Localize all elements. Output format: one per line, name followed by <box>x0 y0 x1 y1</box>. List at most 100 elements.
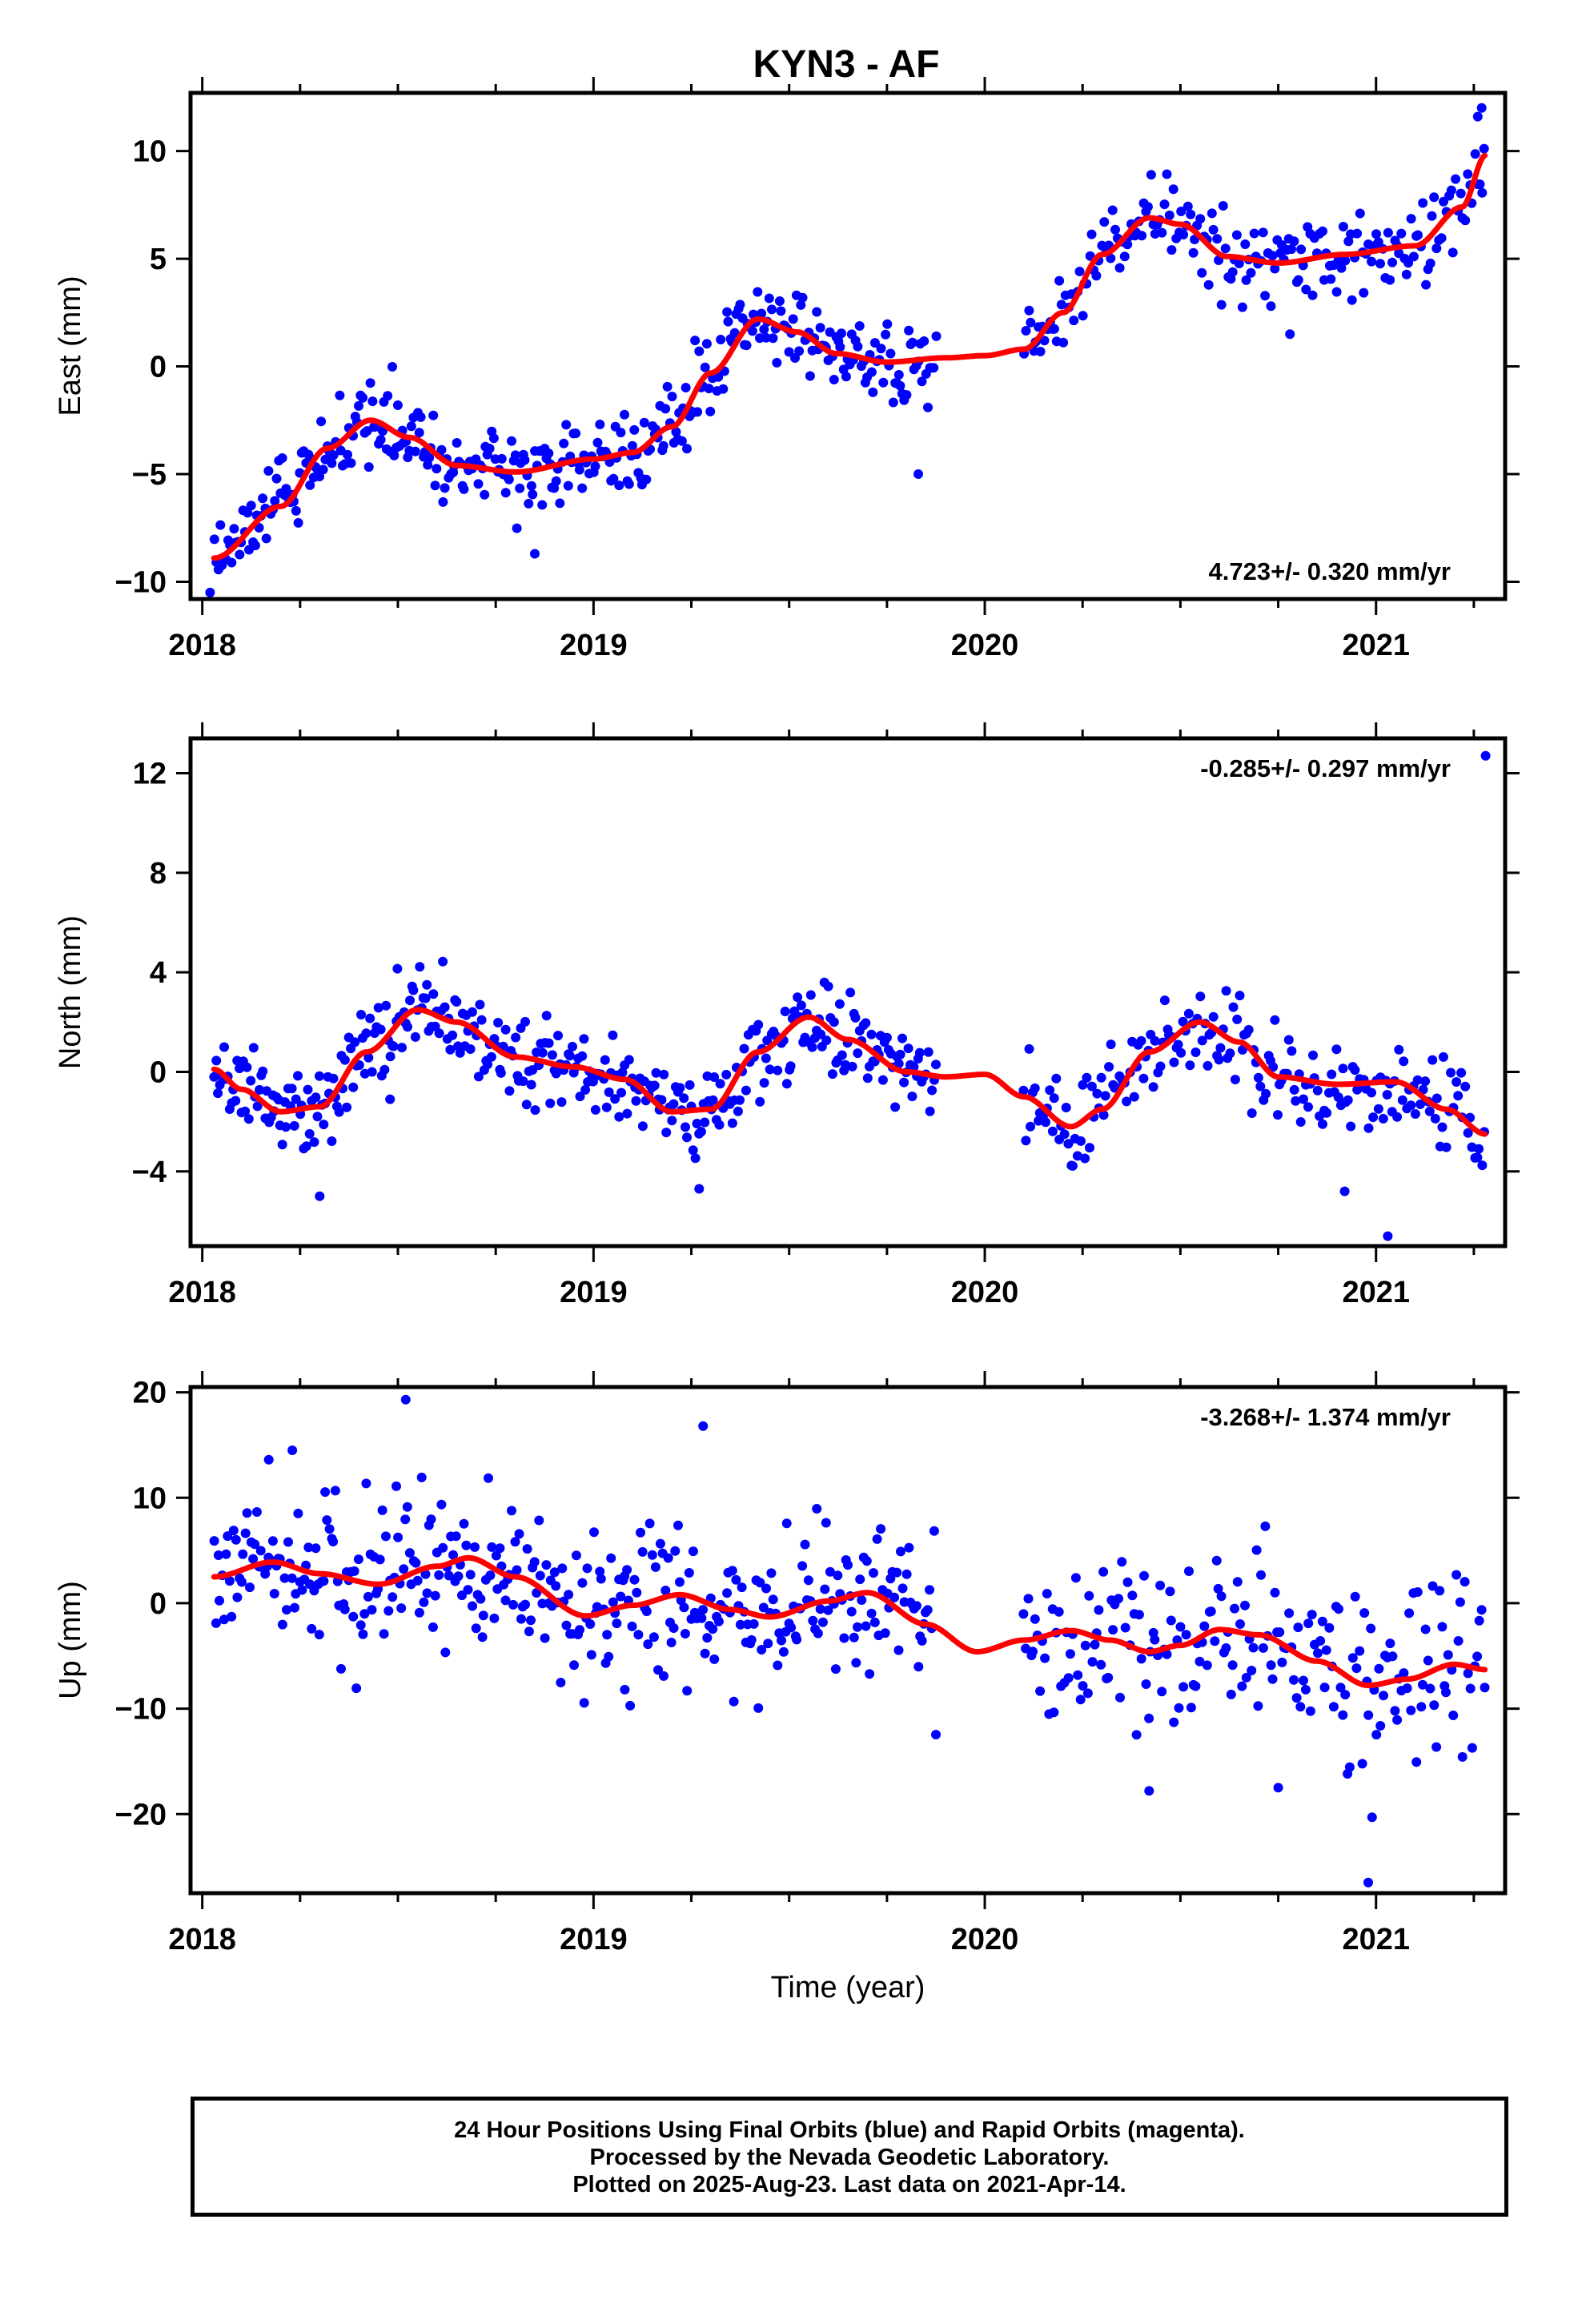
data-point <box>1441 1687 1451 1698</box>
data-point <box>696 1127 706 1137</box>
data-point <box>904 1542 914 1553</box>
data-point <box>1107 205 1118 215</box>
data-point <box>1287 1046 1297 1056</box>
data-point <box>643 1639 653 1650</box>
data-point <box>877 1075 888 1085</box>
data-point <box>633 1630 644 1640</box>
data-point <box>444 1570 454 1581</box>
data-point <box>1188 247 1199 258</box>
data-point <box>700 1648 710 1659</box>
data-point <box>537 500 548 510</box>
data-point <box>231 1096 241 1106</box>
data-point <box>1195 1656 1205 1667</box>
data-point <box>375 1024 386 1035</box>
data-point <box>1313 1648 1323 1659</box>
data-point <box>556 1097 567 1108</box>
data-point <box>616 428 626 438</box>
data-point <box>367 396 378 407</box>
data-point <box>1387 1651 1398 1662</box>
data-point <box>845 987 856 998</box>
data-point <box>759 324 769 335</box>
data-point <box>917 1635 927 1646</box>
data-point <box>1202 1660 1212 1671</box>
data-point <box>379 1629 389 1639</box>
data-point <box>452 997 462 1007</box>
data-point <box>1176 207 1186 216</box>
data-point <box>629 424 640 435</box>
data-point <box>647 1550 657 1560</box>
data-point <box>747 326 757 336</box>
data-point <box>850 1012 861 1023</box>
data-point <box>1403 258 1414 268</box>
data-point <box>1331 287 1342 297</box>
data-point <box>209 1072 219 1082</box>
data-point <box>1479 143 1489 154</box>
data-point <box>1215 1043 1226 1053</box>
x-tick-label: 2019 <box>560 629 628 662</box>
data-point <box>411 1558 421 1568</box>
data-point <box>569 1660 579 1671</box>
figure-title: KYN3 - AF <box>753 43 940 86</box>
data-point <box>356 1010 366 1019</box>
data-point <box>723 316 733 327</box>
data-point <box>1465 1683 1476 1694</box>
data-point <box>1094 1605 1104 1615</box>
data-point <box>1299 1094 1308 1104</box>
data-point <box>508 1599 518 1610</box>
data-point <box>530 1105 540 1116</box>
data-point <box>1091 271 1102 281</box>
x-tick-label: 2021 <box>1342 1276 1410 1309</box>
data-point <box>485 1570 496 1581</box>
data-point <box>1104 1062 1114 1072</box>
data-point <box>301 1141 311 1152</box>
data-point <box>579 1698 589 1708</box>
data-point <box>1295 1702 1306 1712</box>
data-point <box>632 1587 642 1598</box>
data-point <box>1049 1707 1059 1718</box>
data-point <box>661 1586 671 1595</box>
data-point <box>764 293 774 304</box>
data-point <box>718 384 729 394</box>
data-point <box>399 1564 409 1574</box>
data-point <box>215 1595 224 1606</box>
data-point <box>1237 1681 1247 1691</box>
data-point <box>354 1060 364 1070</box>
data-point <box>397 1043 407 1053</box>
data-point <box>213 1088 223 1099</box>
data-point <box>1212 234 1223 244</box>
data-point <box>316 416 327 427</box>
data-point <box>816 1029 826 1039</box>
data-point <box>365 1013 375 1023</box>
data-point <box>669 1623 679 1633</box>
data-point <box>430 1590 440 1601</box>
data-point <box>895 380 905 391</box>
data-point <box>1063 1139 1074 1149</box>
data-point <box>1318 1119 1327 1129</box>
data-point <box>889 1592 900 1602</box>
data-point <box>287 1573 297 1583</box>
data-point <box>1136 1035 1146 1046</box>
data-point <box>862 1073 873 1084</box>
data-point <box>649 1080 660 1091</box>
data-point <box>1174 1703 1184 1713</box>
data-point <box>1110 224 1120 235</box>
data-point <box>451 1531 461 1542</box>
data-point <box>1295 1117 1306 1127</box>
data-point <box>355 1620 366 1630</box>
data-point <box>1096 1659 1106 1670</box>
data-point <box>1303 1102 1313 1112</box>
data-point <box>473 1072 484 1082</box>
data-point <box>277 1619 287 1630</box>
data-point <box>1474 1615 1484 1626</box>
data-point <box>520 1016 530 1027</box>
data-point <box>336 1663 346 1674</box>
data-point <box>1169 1057 1179 1068</box>
data-point <box>1106 253 1116 263</box>
data-point <box>311 1092 321 1103</box>
data-point <box>263 466 274 476</box>
data-point <box>1084 1590 1094 1601</box>
data-point <box>681 383 691 392</box>
data-point <box>219 1042 229 1052</box>
y-tick-label: 10 <box>133 1482 167 1515</box>
data-point <box>684 1568 694 1578</box>
